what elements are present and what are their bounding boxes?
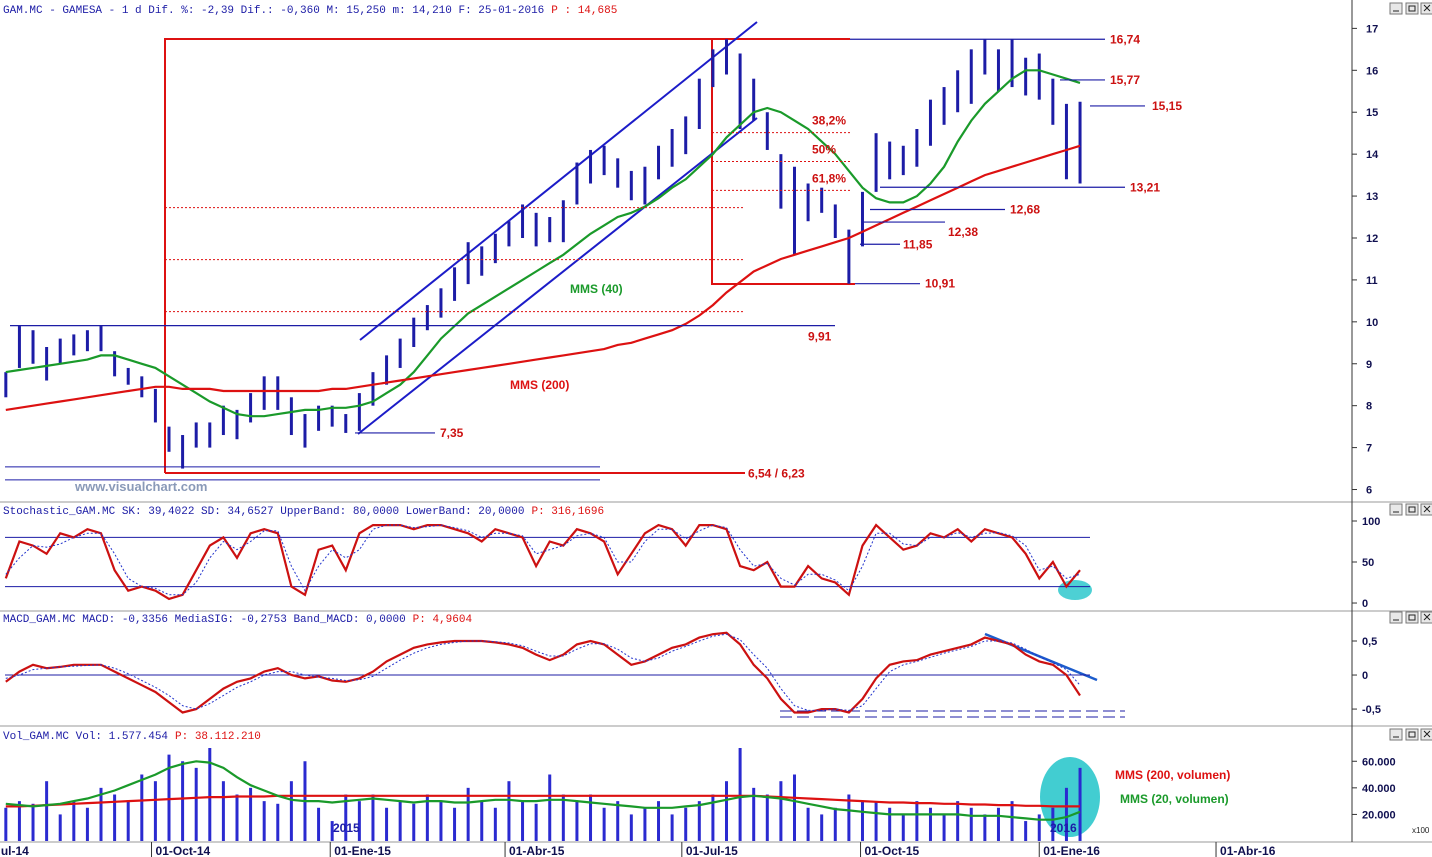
series-label: MMS (40): [570, 282, 623, 296]
trend-channel: [359, 21, 758, 341]
series-line: [5, 144, 1081, 411]
level-label: 6,54 / 6,23: [748, 466, 805, 480]
window-button[interactable]: [1405, 611, 1419, 624]
level-label: 11,85: [903, 237, 933, 251]
level-label: 15,15: [1152, 99, 1182, 113]
range-box: [164, 38, 850, 473]
x-tick-label: 01-Ene-15: [334, 844, 391, 857]
level-label: 9,91: [808, 330, 832, 344]
y-tick-label: 50: [1362, 557, 1374, 569]
y-tick-label: 100: [1362, 516, 1380, 528]
level-label: 12,68: [1010, 202, 1040, 216]
year-label: 2016: [1050, 821, 1077, 835]
panel-header-price: P: 4,9604: [413, 614, 473, 626]
button-icon: [1423, 613, 1431, 621]
series-line: [5, 794, 1080, 808]
fib-label: 61,8%: [812, 171, 846, 185]
window-button[interactable]: [1389, 2, 1403, 15]
panel-header: GAM.MC - GAMESA - 1 d Dif. %: -2,39 Dif.…: [3, 5, 544, 17]
x-tick-label: 01-Oct-15: [865, 844, 920, 857]
y-tick-label: 16: [1366, 65, 1378, 77]
x-tick-label: 01-Abr-16: [1220, 844, 1276, 857]
level-label: 13,21: [1130, 180, 1160, 194]
window-button[interactable]: [1389, 503, 1403, 516]
button-icon: [1423, 730, 1431, 738]
window-button[interactable]: [1389, 611, 1403, 624]
y-tick-label: 0,5: [1362, 636, 1377, 648]
button-icon: [1408, 5, 1416, 12]
window-button[interactable]: [1405, 728, 1419, 741]
year-label: 2015: [333, 821, 360, 835]
y-tick-label: 14: [1366, 149, 1379, 161]
watermark: www.visualchart.com: [74, 479, 207, 494]
level-label: 16,74: [1110, 32, 1140, 46]
y-tick-label: 0: [1362, 670, 1368, 682]
y-tick-label: 10: [1366, 317, 1378, 329]
legend-label: MMS (20, volumen): [1120, 792, 1229, 806]
x-tick-label: 01-Jul-14: [0, 844, 29, 857]
fib-label: 50%: [812, 142, 836, 156]
y-tick-label: 8: [1366, 401, 1372, 413]
y-tick-label: 9: [1366, 359, 1372, 371]
y-tick-label: 11: [1366, 275, 1378, 287]
series-line: [5, 69, 1081, 418]
highlight: [1058, 580, 1092, 600]
trend-channel: [357, 117, 758, 435]
y-tick-label: 15: [1366, 107, 1378, 119]
button-icon: [1408, 614, 1416, 621]
button-icon: [1423, 4, 1431, 12]
y-tick-label: 20.000: [1362, 809, 1396, 821]
series-line: [5, 524, 1081, 596]
fib-label: 38,2%: [812, 114, 846, 128]
x-tick-label: 01-Oct-14: [156, 844, 211, 857]
highlight: [1040, 757, 1100, 837]
series-line: [5, 633, 1081, 711]
window-button[interactable]: [1389, 728, 1403, 741]
panel-header: Vol_GAM.MC Vol: 1.577.454: [3, 731, 168, 743]
panel-header: Stochastic_GAM.MC SK: 39,4022 SD: 34,652…: [3, 506, 525, 518]
series-line: [5, 760, 1081, 821]
series-line: [4, 523, 1081, 601]
level-label: 10,91: [925, 277, 955, 291]
level-label: 7,35: [440, 426, 464, 440]
y-tick-label: 6: [1366, 485, 1372, 497]
y-tick-label: 40.000: [1362, 783, 1396, 795]
x-tick-label: 01-Abr-15: [509, 844, 565, 857]
y-tick-label: 17: [1366, 23, 1378, 35]
y-tick-label: 0: [1362, 598, 1368, 610]
button-icon: [1423, 505, 1431, 513]
y-tick-label: 12: [1366, 233, 1378, 245]
legend-label: MMS (200, volumen): [1115, 768, 1230, 782]
y-tick-label: 13: [1366, 191, 1378, 203]
y-tick-label: 7: [1366, 443, 1372, 455]
series-line: [5, 631, 1081, 714]
panel-header-price: P: 316,1696: [532, 506, 605, 518]
window-button[interactable]: [1405, 503, 1419, 516]
level-label: 12,38: [948, 225, 978, 239]
y-tick-label: -0,5: [1362, 704, 1381, 716]
panel-header-price: P: 38.112.210: [175, 731, 261, 743]
y-tick-label: 60.000: [1362, 756, 1396, 768]
unit-label: x100: [1412, 826, 1430, 835]
button-icon: [1408, 506, 1416, 513]
button-icon: [1408, 731, 1416, 738]
range-box: [711, 39, 855, 285]
x-tick-label: 01-Ene-16: [1043, 844, 1100, 857]
level-label: 15,77: [1110, 73, 1140, 87]
panel-header: MACD_GAM.MC MACD: -0,3356 MediaSIG: -0,2…: [3, 614, 406, 626]
series-label: MMS (200): [510, 378, 569, 392]
window-button[interactable]: [1405, 2, 1419, 15]
x-tick-label: 01-Jul-15: [686, 844, 738, 857]
panel-header-price: P : 14,685: [551, 5, 617, 17]
